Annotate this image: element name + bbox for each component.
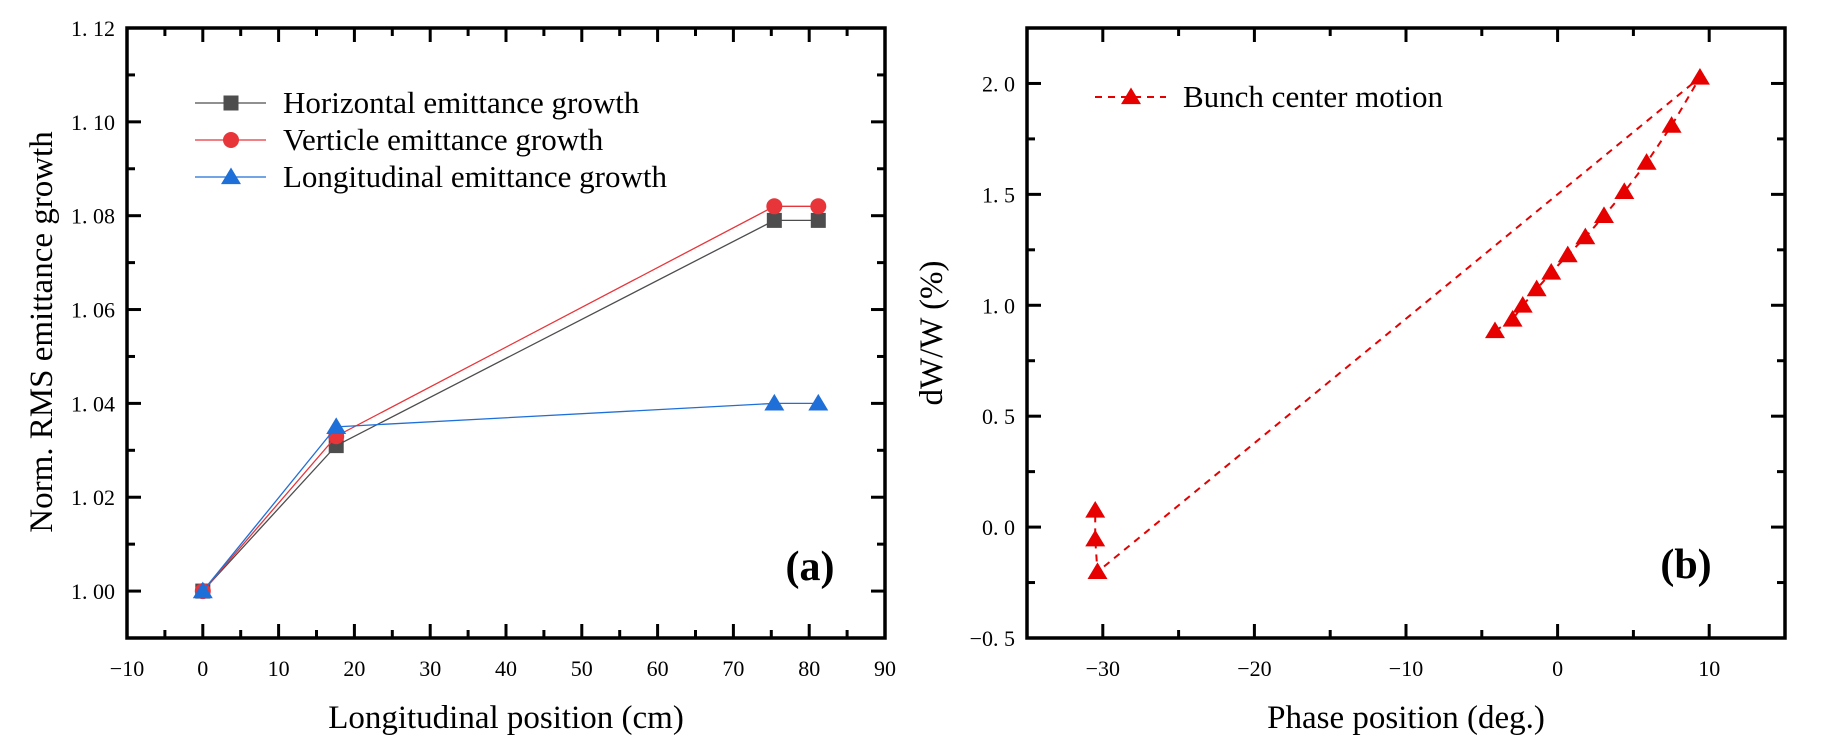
data-point-triangle [1689, 67, 1710, 85]
legend-label: Bunch center motion [1183, 79, 1443, 114]
data-point-triangle [1636, 153, 1657, 170]
series-line [202, 219, 819, 592]
series-line [1094, 76, 1701, 574]
x-tick-label: 20 [343, 656, 365, 681]
panel-a-emittance-chart: −10 0 10 20 30 40 50 60 70 80 90 1. 00 1. 02 1. 04 1. … [24, 16, 896, 736]
data-point-circle [766, 198, 783, 215]
data-point-triangle [1085, 529, 1106, 547]
x-tick-label: −10 [1389, 656, 1423, 681]
x-tick-label: 50 [571, 656, 593, 681]
x-tick-label: −30 [1086, 656, 1120, 681]
x-tick-label: 10 [1698, 656, 1720, 681]
panel-b-bunch-center-chart: −30 −20 −10 0 10 −0. 5 0. 0 0. 5 1. 0 1. 5 2. 0 Bu… [914, 26, 1787, 736]
x-tick-label: 0 [1552, 656, 1563, 681]
x-tick-label: 70 [722, 656, 744, 681]
legend-label: Longitudinal emittance growth [283, 159, 667, 194]
data-point-triangle [326, 417, 347, 434]
panel-a-y-axis-title: Norm. RMS emittance growth [24, 131, 60, 533]
legend-item: Longitudinal emittance growth [195, 159, 667, 194]
y-tick-label: 1. 00 [71, 579, 115, 604]
y-tick-label: 2. 0 [982, 71, 1015, 96]
legend-label: Verticle emittance growth [283, 122, 604, 157]
y-tick-label: 0. 5 [982, 404, 1015, 429]
data-point-triangle [1085, 500, 1106, 518]
data-point-triangle [1502, 309, 1523, 327]
x-tick-label: 60 [647, 656, 669, 681]
data-point-circle [810, 198, 827, 215]
legend-marker-square [223, 95, 239, 111]
data-point-triangle [1087, 562, 1108, 580]
y-tick-label: 1. 12 [71, 16, 115, 41]
data-point-triangle [1541, 262, 1562, 280]
data-point-triangle [1614, 182, 1635, 200]
x-tick-label: −10 [110, 656, 144, 681]
data-point-square [810, 212, 826, 228]
x-tick-label: 90 [874, 656, 896, 681]
panel-b-legend: Bunch center motion [1095, 79, 1443, 114]
series-line [202, 205, 819, 592]
legend-item: Bunch center motion [1095, 79, 1443, 114]
legend-marker-triangle [1121, 87, 1141, 105]
data-point-triangle [1485, 321, 1505, 339]
data-point-square [766, 212, 782, 228]
data-point-triangle [192, 581, 213, 599]
y-tick-label: 1. 08 [71, 204, 115, 229]
panel-a-x-axis-title: Longitudinal position (cm) [328, 700, 684, 736]
data-point-triangle [1661, 116, 1682, 133]
y-tick-label: 1. 10 [71, 110, 115, 135]
y-tick-label: 1. 02 [71, 485, 115, 510]
data-point-triangle [1512, 295, 1533, 313]
panel-b-ticks: −30 −20 −10 0 10 −0. 5 0. 0 0. 5 1. 0 1. 5 2. 0 [970, 28, 1785, 681]
y-tick-label: 1. 5 [982, 182, 1015, 207]
panel-a-marks [192, 198, 829, 600]
data-point-triangle [1557, 245, 1578, 263]
legend-item: Verticle emittance growth [195, 122, 604, 157]
series-line [202, 402, 819, 592]
y-tick-label: 1. 04 [71, 391, 115, 416]
legend-item: Horizontal emittance growth [195, 85, 640, 120]
legend-label: Horizontal emittance growth [283, 85, 640, 120]
data-point-triangle [808, 393, 829, 411]
x-tick-label: 40 [495, 656, 517, 681]
panel-a-ticks: −10 0 10 20 30 40 50 60 70 80 90 1. 00 1. 02 1. 04 1. … [71, 16, 896, 681]
panel-b-label: (b) [1660, 542, 1711, 588]
panel-b-y-axis-title: dW/W (%) [914, 260, 950, 405]
y-tick-label: 1. 06 [71, 298, 115, 323]
data-point-triangle [1594, 206, 1614, 224]
panel-b-marks [1085, 67, 1710, 580]
x-tick-label: 10 [268, 656, 290, 681]
x-tick-label: 30 [419, 656, 441, 681]
panel-b-x-axis-title: Phase position (deg.) [1267, 700, 1545, 736]
x-tick-label: 0 [197, 656, 208, 681]
data-point-triangle [1575, 227, 1596, 245]
y-tick-label: 1. 0 [982, 293, 1015, 318]
legend-marker-circle [223, 132, 239, 148]
x-tick-label: −20 [1237, 656, 1271, 681]
x-tick-label: 80 [798, 656, 820, 681]
panel-a-label: (a) [786, 544, 835, 590]
data-point-triangle [764, 393, 785, 411]
y-tick-label: −0. 5 [970, 626, 1015, 651]
legend-marker-triangle [221, 167, 241, 185]
data-point-triangle [1526, 279, 1547, 297]
y-tick-label: 0. 0 [982, 515, 1015, 540]
